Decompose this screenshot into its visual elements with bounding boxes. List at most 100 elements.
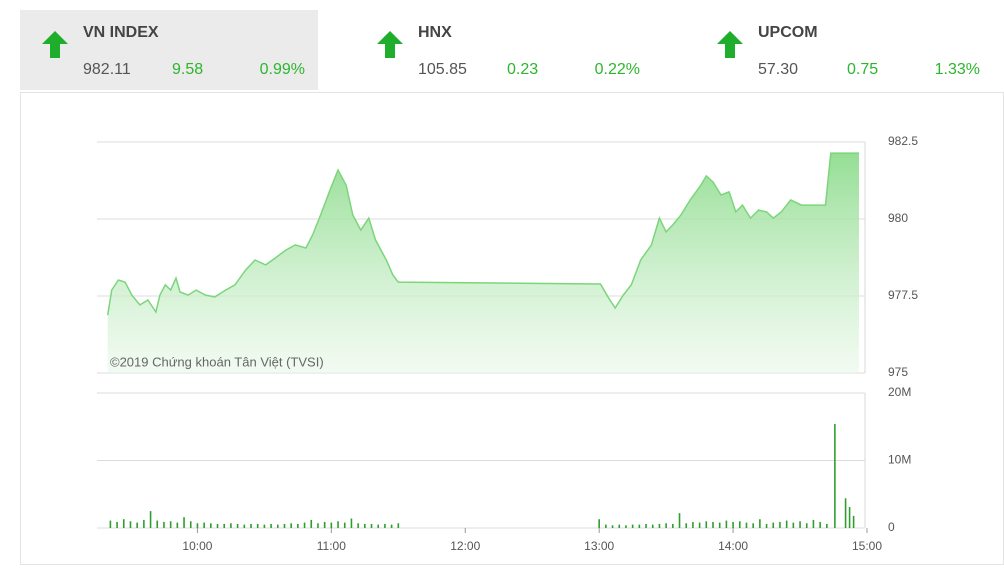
index-value: 105.85: [418, 61, 467, 78]
volume-bar: [672, 523, 674, 528]
volume-bar: [725, 520, 728, 528]
volume-bar: [156, 520, 159, 528]
index-value: 982.11: [83, 61, 131, 78]
volume-bar: [283, 523, 286, 528]
volume-bar: [116, 521, 118, 528]
volume-bar: [605, 524, 607, 528]
volume-bar: [812, 519, 815, 528]
volume-bar: [129, 521, 132, 528]
copyright: ©2019 Chứng khoán Tân Việt (TVSI): [110, 354, 324, 369]
volume-bar: [183, 517, 185, 528]
index-percent: 0.99%: [260, 61, 305, 78]
volume-bar: [752, 523, 754, 528]
volume-bar: [196, 523, 199, 528]
y-tick-label: 10M: [888, 453, 911, 467]
volume-bar: [243, 524, 246, 528]
y-tick-label: 982.5: [888, 134, 918, 148]
volume-bar: [826, 523, 828, 528]
price-line: [106, 152, 859, 316]
x-tick-label: 15:00: [852, 539, 882, 553]
index-percent: 1.33%: [935, 61, 980, 78]
volume-bar: [384, 523, 386, 528]
index-name[interactable]: UPCOM: [758, 24, 818, 41]
volume-bar: [330, 522, 333, 528]
up-arrow: [377, 31, 403, 58]
volume-bar: [665, 523, 667, 528]
volume-bar: [698, 522, 701, 528]
volume-bar: [738, 521, 741, 528]
volume-bar: [323, 521, 326, 528]
y-tick-label: 977.5: [888, 288, 918, 302]
volume-bar: [712, 521, 714, 528]
volume-bar: [377, 524, 380, 528]
volume-bar: [176, 522, 179, 528]
active-tab[interactable]: [20, 10, 318, 90]
volume-bar: [759, 519, 761, 528]
volume-bar: [236, 523, 239, 528]
x-tick-label: 12:00: [450, 539, 480, 553]
volume-bar: [263, 524, 266, 528]
volume-bar: [136, 522, 138, 528]
volume-bar: [692, 521, 694, 528]
y-tick-label: 20M: [888, 385, 911, 399]
volume-bar: [799, 521, 801, 528]
volume-bar: [732, 521, 734, 528]
x-tick-label: 11:00: [317, 539, 346, 553]
volume-bar: [598, 519, 600, 528]
volume-bar: [638, 524, 641, 528]
volume-bar: [143, 519, 145, 528]
volume-bar: [631, 524, 634, 528]
volume-bar: [210, 523, 212, 528]
volume-bar: [122, 519, 125, 528]
volume-bar: [317, 523, 319, 528]
volume-bar: [364, 523, 366, 528]
volume-bar: [189, 521, 192, 528]
volume-bar: [685, 523, 688, 528]
index-change: 0.75: [847, 61, 878, 78]
volume-bar: [834, 424, 836, 528]
volume-bar: [765, 523, 768, 528]
index-change: 9.58: [172, 61, 203, 78]
volume-bar: [618, 524, 621, 528]
volume-bar: [250, 523, 252, 528]
volume-bar: [705, 521, 708, 528]
volume-bar: [397, 523, 400, 528]
volume-bar: [297, 523, 299, 528]
volume-bar: [779, 521, 781, 528]
volume-bar: [848, 507, 851, 528]
index-percent: 0.22%: [595, 61, 640, 78]
volume-bar: [216, 523, 219, 528]
volume-bar: [270, 523, 272, 528]
x-tick-label: 10:00: [182, 539, 212, 553]
volume-bar: [357, 523, 359, 528]
index-change: 0.23: [507, 61, 538, 78]
y-tick-label: 975: [888, 365, 908, 379]
volume-bar: [852, 515, 855, 528]
volume-bar: [163, 521, 165, 528]
index-value: 57.30: [758, 61, 798, 78]
volume-bar: [310, 519, 313, 528]
x-tick-label: 13:00: [584, 539, 614, 553]
volume-bar: [256, 523, 259, 528]
volume-bar: [645, 523, 647, 528]
volume-bar: [390, 524, 393, 528]
volume-bar: [805, 523, 808, 528]
volume-bar: [718, 522, 721, 528]
volume-bar: [611, 525, 614, 528]
volume-bar: [370, 523, 373, 528]
volume-bar: [772, 522, 775, 528]
volume-bar: [625, 525, 627, 528]
volume-bar: [203, 522, 205, 528]
volume-bar: [651, 524, 654, 528]
volume-bar: [792, 522, 795, 528]
index-name[interactable]: HNX: [418, 24, 452, 41]
index-name[interactable]: VN INDEX: [83, 24, 159, 41]
volume-bar: [745, 522, 748, 528]
volume-bar: [337, 521, 339, 528]
up-arrow: [717, 31, 743, 58]
area-fill: [107, 153, 859, 373]
y-tick-label: 980: [888, 211, 908, 225]
volume-bar: [230, 523, 232, 528]
volume-bar: [149, 511, 152, 528]
volume-bar: [303, 522, 306, 528]
